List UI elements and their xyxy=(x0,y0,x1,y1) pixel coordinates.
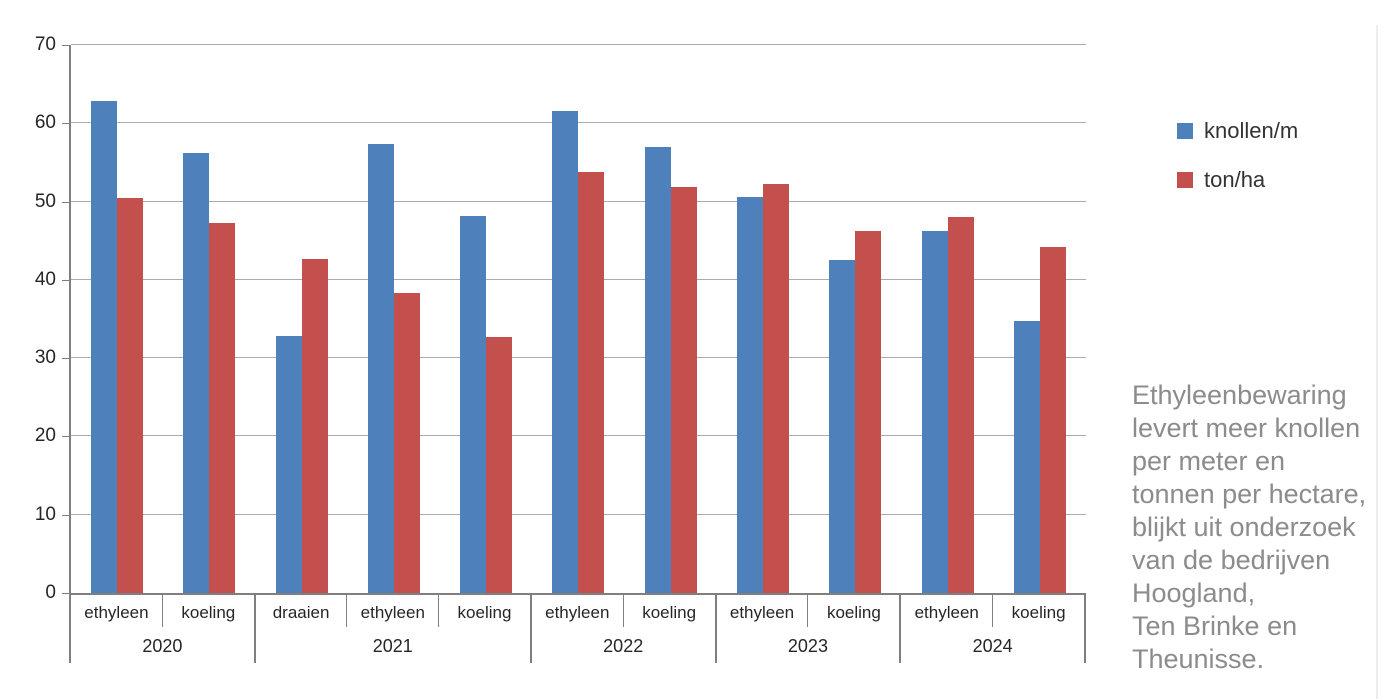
legend-item-knollen-per-m: knollen/m xyxy=(1177,120,1298,142)
y-axis-label: 30 xyxy=(34,347,56,369)
bar-knollen-per-m-2023-ethyleen xyxy=(736,197,763,593)
bar-knollen-per-m-2021-ethyleen xyxy=(367,144,394,593)
bar-knollen-per-m-2020-ethyleen xyxy=(91,101,118,593)
bar-knollen-per-m-2021-draaien xyxy=(275,336,302,593)
y-axis-label: 70 xyxy=(34,34,56,55)
bar-slot-2024-ethyleen xyxy=(901,45,993,593)
bar-ton-per-ha-2024-ethyleen xyxy=(947,217,974,593)
y-axis-label: 60 xyxy=(34,112,56,134)
bar-ton-per-ha-2022-ethyleen xyxy=(578,172,605,593)
category-label-2024-koeling: koeling xyxy=(1011,603,1066,622)
bar-knollen-per-m-2022-ethyleen xyxy=(552,111,579,593)
y-axis-label: 50 xyxy=(34,190,56,212)
legend: knollen/m ton/ha xyxy=(1177,120,1298,218)
year-group-2023: ethyleen koeling 2023 xyxy=(717,593,902,663)
bar-ton-per-ha-2023-koeling xyxy=(855,231,882,593)
bar-slot-2021-draaien xyxy=(256,45,348,593)
legend-item-ton-per-ha: ton/ha xyxy=(1177,169,1298,191)
bar-knollen-per-m-2021-koeling xyxy=(460,216,487,593)
year-label-2024: 2024 xyxy=(972,635,1013,656)
annotation-line: tonnen per hectare, xyxy=(1132,479,1367,509)
bar-slot-2023-ethyleen xyxy=(717,45,809,593)
legend-label: ton/ha xyxy=(1204,167,1266,192)
legend-swatch-icon xyxy=(1177,172,1193,188)
category-label-2021-ethyleen: ethyleen xyxy=(347,593,440,627)
category-label-2022-ethyleen: ethyleen xyxy=(532,593,624,627)
bar-ton-per-ha-2021-koeling xyxy=(486,337,513,593)
bar-knollen-per-m-2024-ethyleen xyxy=(921,231,948,593)
year-group-2021: draaien ethyleen koeling 2021 xyxy=(256,593,532,663)
bar-slot-2020-koeling xyxy=(163,45,255,593)
year-label-2021: 2021 xyxy=(372,635,413,656)
category-label-2020-ethyleen: ethyleen xyxy=(71,593,163,627)
year-group-2024: ethyleen koeling 2024 xyxy=(901,593,1087,663)
y-axis-label: 0 xyxy=(45,582,56,603)
y-axis-tick xyxy=(62,279,69,281)
bar-knollen-per-m-2020-koeling xyxy=(183,153,210,593)
y-axis-label: 10 xyxy=(34,503,56,525)
annotation-text: Ethyleenbewaring levert meer knollen per m… xyxy=(1132,379,1400,676)
y-axis-tick xyxy=(62,123,69,125)
annotation-line: levert meer knollen xyxy=(1132,413,1361,443)
bar-slot-2023-koeling xyxy=(809,45,901,593)
gridline xyxy=(71,44,1086,45)
bar-knollen-per-m-2024-koeling xyxy=(1013,321,1040,593)
y-axis-tick xyxy=(62,593,69,594)
year-group-2022: ethyleen koeling 2022 xyxy=(532,593,717,663)
annotation-line: van de bedrijven xyxy=(1132,545,1331,575)
bar-ton-per-ha-2023-ethyleen xyxy=(762,184,789,593)
bars-row xyxy=(71,45,1086,593)
legend-swatch-icon xyxy=(1177,123,1193,139)
annotation-line: blijkt uit onderzoek xyxy=(1132,512,1356,542)
image-edge-line xyxy=(1376,25,1378,699)
bar-ton-per-ha-2024-koeling xyxy=(1039,247,1066,593)
y-axis-label: 20 xyxy=(34,425,56,447)
annotation-line: Ten Brinke en xyxy=(1132,611,1298,641)
category-label-2021-draaien: draaien xyxy=(256,593,348,627)
bar-ton-per-ha-2020-koeling xyxy=(209,223,236,593)
annotation-line: Theunisse. xyxy=(1132,644,1265,674)
bar-slot-2022-ethyleen xyxy=(532,45,624,593)
year-label-2020: 2020 xyxy=(142,635,183,656)
annotation-line: Ethyleenbewaring xyxy=(1132,380,1347,410)
bar-ton-per-ha-2021-ethyleen xyxy=(393,293,420,593)
bar-slot-2020-ethyleen xyxy=(71,45,163,593)
year-group-2020: ethyleen koeling 2020 xyxy=(71,593,256,663)
annotation-line: per meter en xyxy=(1132,446,1286,476)
category-label-2022-koeling: koeling xyxy=(642,603,697,622)
year-label-2022: 2022 xyxy=(603,635,644,656)
annotation-line: Hoogland, xyxy=(1132,578,1256,608)
category-label-2023-koeling: koeling xyxy=(826,603,881,622)
bar-slot-2021-koeling xyxy=(440,45,532,593)
y-axis-tick xyxy=(62,514,69,516)
year-label-2023: 2023 xyxy=(787,635,828,656)
plot-area xyxy=(69,44,1086,595)
bar-knollen-per-m-2023-koeling xyxy=(829,260,856,593)
bar-slot-2024-koeling xyxy=(994,45,1086,593)
category-label-2021-koeling: koeling xyxy=(457,603,512,622)
gridline xyxy=(71,122,1086,124)
legend-label: knollen/m xyxy=(1204,118,1299,143)
category-label-2023-ethyleen: ethyleen xyxy=(717,593,809,627)
bar-knollen-per-m-2022-koeling xyxy=(644,147,671,593)
category-label-2020-koeling: koeling xyxy=(181,603,236,622)
bar-ton-per-ha-2022-koeling xyxy=(670,187,697,593)
y-axis-tick xyxy=(62,358,69,360)
y-axis-tick xyxy=(62,201,69,203)
y-axis-tick xyxy=(62,45,69,46)
y-axis-label: 40 xyxy=(34,268,56,290)
y-axis-tick xyxy=(62,436,69,438)
bar-ton-per-ha-2020-ethyleen xyxy=(117,198,144,593)
bar-slot-2022-koeling xyxy=(625,45,717,593)
bar-ton-per-ha-2021-draaien xyxy=(301,259,328,593)
category-label-2024-ethyleen: ethyleen xyxy=(901,593,994,627)
bar-slot-2021-ethyleen xyxy=(348,45,440,593)
x-axis-bands: ethyleen koeling 2020 draaien ethyleen koelin… xyxy=(69,593,1087,663)
